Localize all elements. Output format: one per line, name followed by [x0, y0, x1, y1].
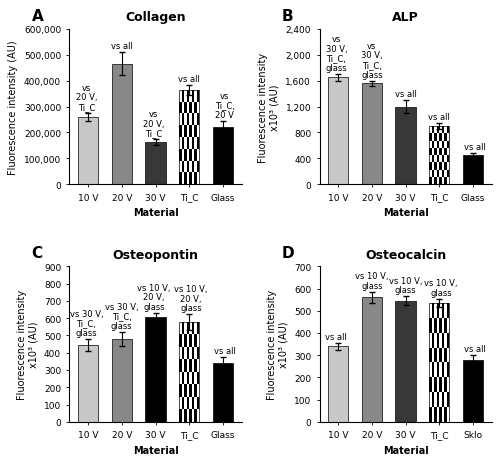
Bar [146, 143, 166, 185]
Bar [146, 318, 166, 422]
Text: vs all: vs all [464, 344, 485, 354]
Bar [179, 90, 200, 185]
Text: A: A [32, 9, 44, 24]
Text: vs all: vs all [464, 143, 485, 152]
Text: vs
30 V,
Ti_C,
glass: vs 30 V, Ti_C, glass [361, 42, 382, 80]
Bar [429, 127, 450, 185]
Text: vs 30 V,
Ti_C,
glass: vs 30 V, Ti_C, glass [70, 309, 103, 338]
Text: vs
30 V,
Ti_C,
glass: vs 30 V, Ti_C, glass [326, 35, 347, 73]
Text: vs 10 V,
glass: vs 10 V, glass [355, 272, 388, 290]
Text: vs all: vs all [178, 75, 200, 83]
X-axis label: Material: Material [382, 208, 428, 218]
Text: vs 10 V,
glass: vs 10 V, glass [424, 278, 458, 297]
Bar [112, 65, 132, 185]
Text: B: B [282, 9, 294, 24]
Text: vs
Ti_C,
20 V: vs Ti_C, 20 V [215, 91, 234, 119]
Text: vs 10 V,
20 V,
glass: vs 10 V, 20 V, glass [174, 284, 208, 313]
Y-axis label: Fluorescence intensity
x10³ (AU): Fluorescence intensity x10³ (AU) [267, 289, 288, 399]
Title: Collagen: Collagen [125, 12, 186, 25]
Bar [362, 84, 382, 185]
Bar [213, 363, 233, 422]
Bar [112, 339, 132, 422]
Text: vs all: vs all [394, 90, 416, 99]
Bar [328, 78, 348, 185]
Bar [328, 346, 348, 422]
Text: vs 10 V,
20 V,
glass: vs 10 V, 20 V, glass [137, 283, 170, 312]
Bar [78, 345, 98, 422]
X-axis label: Material: Material [382, 444, 428, 455]
Bar [213, 128, 233, 185]
Text: vs all: vs all [111, 42, 132, 51]
X-axis label: Material: Material [132, 444, 178, 455]
Y-axis label: Fluorescence intensity
x10³ (AU): Fluorescence intensity x10³ (AU) [16, 289, 38, 399]
Text: vs
20 V,
Ti_C: vs 20 V, Ti_C [143, 110, 165, 138]
Text: vs 10 V,
glass: vs 10 V, glass [389, 276, 422, 295]
Text: vs all: vs all [214, 346, 236, 356]
Text: D: D [282, 246, 294, 261]
Bar [463, 360, 483, 422]
Y-axis label: Fluorescence intensity (AU): Fluorescence intensity (AU) [8, 40, 18, 175]
Y-axis label: Fluorescence intensity
x10³ (AU): Fluorescence intensity x10³ (AU) [258, 52, 280, 162]
Bar [78, 118, 98, 185]
Title: ALP: ALP [392, 12, 419, 25]
Bar [429, 303, 450, 422]
Bar [396, 301, 415, 422]
Text: vs all: vs all [428, 113, 450, 122]
Title: Osteopontin: Osteopontin [112, 249, 198, 262]
Text: vs
20 V,
Ti_C: vs 20 V, Ti_C [76, 83, 97, 112]
Bar [179, 322, 200, 422]
Bar [362, 298, 382, 422]
Text: vs 30 V,
Ti_C,
glass: vs 30 V, Ti_C, glass [105, 302, 138, 331]
Bar [463, 156, 483, 185]
Title: Osteocalcin: Osteocalcin [365, 249, 446, 262]
Text: C: C [32, 246, 42, 261]
Bar [396, 107, 415, 185]
Text: vs all: vs all [326, 332, 347, 341]
X-axis label: Material: Material [132, 208, 178, 218]
